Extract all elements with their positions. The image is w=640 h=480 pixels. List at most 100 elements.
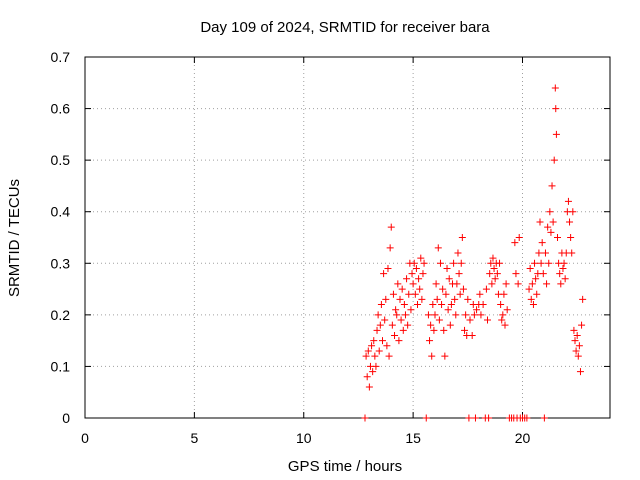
data-point: [438, 301, 446, 309]
data-point: [529, 301, 537, 309]
data-point: [405, 290, 413, 298]
data-point: [551, 84, 559, 92]
chart-title: Day 109 of 2024, SRMTID for receiver bar…: [200, 19, 490, 36]
data-point: [496, 259, 504, 267]
data-point: [502, 280, 510, 288]
data-point: [420, 259, 428, 267]
data-point: [497, 301, 505, 309]
x-tick-label: 15: [405, 430, 421, 446]
data-point: [395, 337, 403, 345]
data-point: [490, 264, 498, 272]
data-point: [400, 301, 408, 309]
data-point: [571, 337, 579, 345]
data-point: [549, 218, 557, 226]
data-point: [442, 290, 450, 298]
data-point: [424, 311, 432, 319]
data-point: [430, 326, 438, 334]
data-point: [532, 275, 540, 283]
data-point: [564, 197, 572, 205]
data-point: [554, 234, 561, 241]
data-point: [447, 301, 455, 309]
data-point: [369, 368, 377, 376]
data-point: [418, 295, 426, 303]
data-point: [436, 259, 444, 267]
data-point: [473, 306, 481, 314]
data-point: [373, 326, 381, 334]
data-point: [409, 280, 417, 288]
data-point: [376, 321, 384, 329]
data-point: [569, 208, 577, 216]
data-point: [379, 337, 386, 345]
data-point: [573, 331, 581, 339]
data-point: [372, 362, 380, 370]
data-point: [419, 270, 427, 278]
data-point: [488, 280, 496, 288]
data-point: [503, 306, 511, 314]
data-point: [533, 290, 541, 298]
data-point: [445, 275, 453, 283]
y-tick-label: 0.4: [51, 204, 71, 220]
data-point: [543, 280, 551, 288]
data-point: [443, 264, 451, 272]
data-point: [451, 295, 459, 303]
data-point: [500, 290, 508, 298]
data-point: [461, 326, 469, 334]
data-point: [455, 270, 463, 278]
y-tick-label: 0.1: [51, 358, 71, 374]
y-tick-label: 0.3: [51, 255, 71, 271]
y-tick-label: 0: [62, 410, 70, 426]
data-point: [525, 285, 533, 293]
data-point: [468, 331, 476, 339]
data-point: [397, 316, 405, 324]
data-point: [398, 285, 406, 293]
data-point: [538, 239, 546, 247]
data-point: [394, 280, 402, 288]
data-point: [396, 295, 404, 303]
data-point: [537, 259, 545, 267]
data-point: [412, 264, 420, 272]
data-point: [382, 295, 390, 303]
data-point: [392, 306, 400, 314]
data-point: [491, 275, 499, 283]
data-point: [557, 280, 565, 288]
data-point: [486, 270, 494, 278]
data-point: [361, 414, 369, 422]
data-point: [541, 249, 549, 257]
data-point: [470, 311, 478, 319]
data-point: [527, 295, 535, 303]
data-point: [458, 234, 466, 241]
data-point: [431, 311, 439, 319]
data-point: [401, 311, 409, 319]
data-point: [454, 249, 462, 257]
data-point: [570, 326, 578, 334]
data-point: [403, 275, 411, 283]
data-point: [561, 275, 569, 283]
data-point: [365, 383, 373, 391]
data-point: [408, 270, 416, 278]
data-point: [576, 368, 584, 376]
data-point: [485, 414, 493, 422]
x-axis-ticks: 0 5 10 15 20: [81, 57, 530, 446]
data-point: [515, 234, 523, 241]
data-point: [544, 223, 552, 231]
data-point: [385, 352, 393, 360]
data-point: [415, 275, 423, 283]
data-point: [528, 280, 536, 288]
data-point: [435, 316, 443, 324]
data-point: [416, 285, 424, 293]
data-point: [389, 290, 397, 298]
data-point: [452, 311, 460, 319]
data-point: [368, 342, 376, 350]
data-point: [572, 347, 580, 355]
data-point: [465, 414, 473, 422]
data-point: [446, 321, 454, 329]
data-point: [375, 347, 383, 355]
data-point: [456, 290, 464, 298]
data-point: [444, 306, 452, 314]
data-point: [434, 244, 442, 252]
data-point: [477, 311, 485, 319]
x-tick-label: 0: [81, 430, 89, 446]
data-point: [384, 264, 392, 272]
data-point: [377, 301, 385, 309]
